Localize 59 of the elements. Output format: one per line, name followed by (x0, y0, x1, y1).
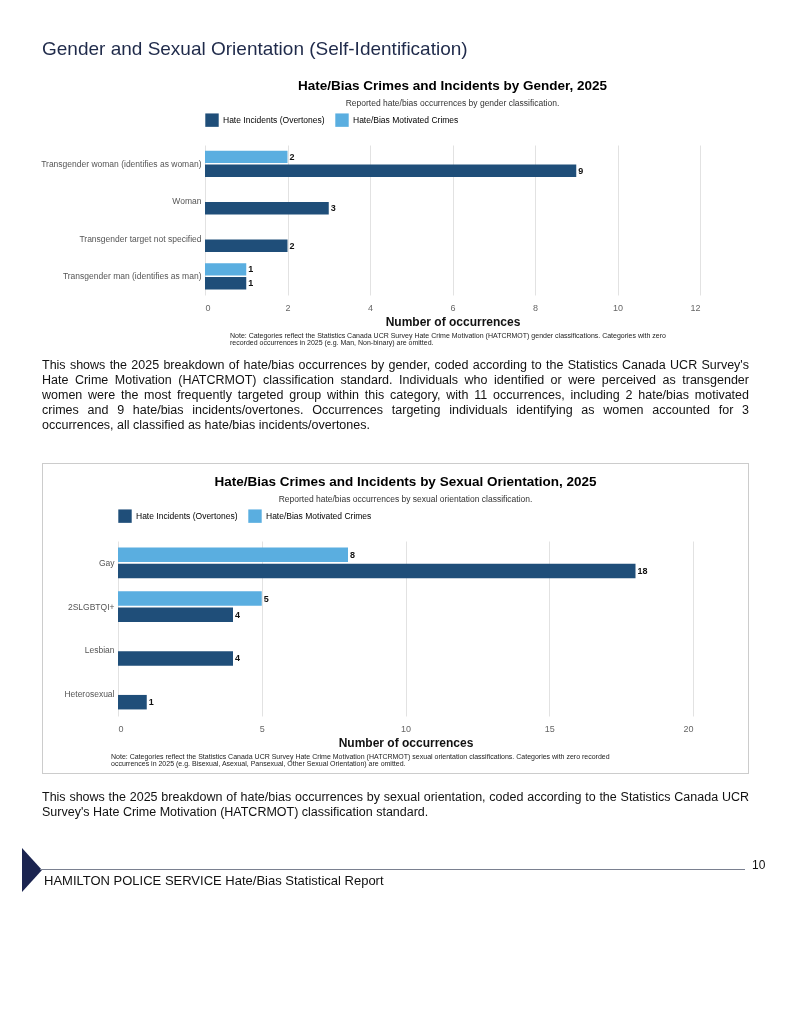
bar (118, 651, 233, 666)
data-label: 8 (350, 549, 356, 560)
x-tick-label: 6 (450, 302, 456, 313)
data-label: 9 (578, 165, 584, 176)
x-tick-label: 12 (690, 302, 701, 313)
bar (118, 591, 262, 606)
y-tick-label: Transgender man (identifies as man) (62, 271, 202, 282)
bar (118, 607, 233, 622)
bar (205, 263, 247, 276)
x-tick-label: 0 (205, 302, 211, 313)
y-tick-label: Transgender target not specified (79, 233, 202, 244)
x-tick-label: 4 (367, 302, 374, 313)
bar (118, 694, 147, 710)
text: This shows the 2025 breakdown of hate/bias occurrences by sexual orientation, coded according to the Statistics Canada UCR Survey's Hate Crime Motivation (HATCRMOT) classification standard. (42, 790, 749, 820)
x-tick-label: 15 (544, 723, 555, 734)
data-label: 1 (248, 264, 254, 275)
bar (118, 547, 348, 563)
legend-label: Hate Incidents (Overtones) (223, 115, 325, 126)
x-tick-label: 10 (400, 723, 412, 734)
data-label: 4 (235, 609, 241, 620)
data-label: 1 (148, 697, 154, 708)
x-tick-label: 0 (118, 723, 124, 734)
bar (118, 563, 636, 579)
y-tick-label: Heterosexual (64, 689, 115, 700)
chart-subtitle: Reported hate/bias occurrences by sexual orientation classification. (278, 493, 533, 504)
y-tick-label: Lesbian (84, 645, 115, 656)
bar (205, 276, 247, 290)
x-tick-label: 10 (612, 302, 624, 313)
text: HAMILTON POLICE SERVICE Hate/Bias Statistical Report (44, 873, 384, 888)
bar (205, 201, 329, 215)
bar (205, 239, 288, 252)
data-label: 4 (235, 653, 241, 664)
bar (205, 164, 577, 177)
chart-subtitle: Reported hate/bias occurrences by gender classification. (345, 97, 560, 108)
x-axis-title: Number of occurrences (385, 314, 521, 329)
text: 10 (752, 858, 766, 872)
data-label: 5 (263, 593, 269, 604)
legend-label: Hate/Bias Motivated Crimes (266, 511, 372, 522)
data-label: 3 (330, 203, 336, 214)
y-tick-label: Gay (98, 557, 116, 568)
bar (205, 150, 288, 164)
legend-label: Hate/Bias Motivated Crimes (353, 115, 459, 126)
y-tick-label: Woman (172, 196, 202, 207)
x-tick-label: 5 (259, 723, 265, 734)
x-axis-title: Number of occurrences (338, 735, 474, 750)
data-label: 18 (637, 565, 648, 576)
text: This shows the 2025 breakdown of hate/bias occurrences by gender, coded according to the Statistics Canada UCR Survey's Hate Crime Motivation (HATCRMOT) classification standard. Individuals who identified or were perceived as transgender women were the most frequently targeted group within this category, with 11 occurrences, including 2 hate/bias motivated crimes and 9 hate/bias incidents/overtones. Occurrences targeting individuals identifying as women accounted for 3 occurrences, all classified as hate/bias incidents/overtones. (42, 358, 749, 433)
text: Gender and Sexual Orientation (Self-Identification) (42, 38, 469, 60)
x-tick-label: 8 (532, 302, 539, 313)
chart-title: Hate/Bias Crimes and Incidents by Sexual Orientation, 2025 (214, 474, 597, 489)
y-tick-label: 2SLGBTQI+ (67, 601, 115, 612)
legend-label: Hate Incidents (Overtones) (136, 511, 238, 522)
y-tick-label: Transgender woman (identifies as woman) (41, 158, 202, 169)
data-label: 1 (248, 278, 254, 289)
x-tick-label: 20 (683, 723, 694, 734)
data-label: 2 (289, 240, 295, 251)
x-tick-label: 2 (285, 302, 291, 313)
data-label: 2 (289, 151, 295, 162)
chart-title: Hate/Bias Crimes and Incidents by Gender, 2025 (297, 78, 608, 93)
